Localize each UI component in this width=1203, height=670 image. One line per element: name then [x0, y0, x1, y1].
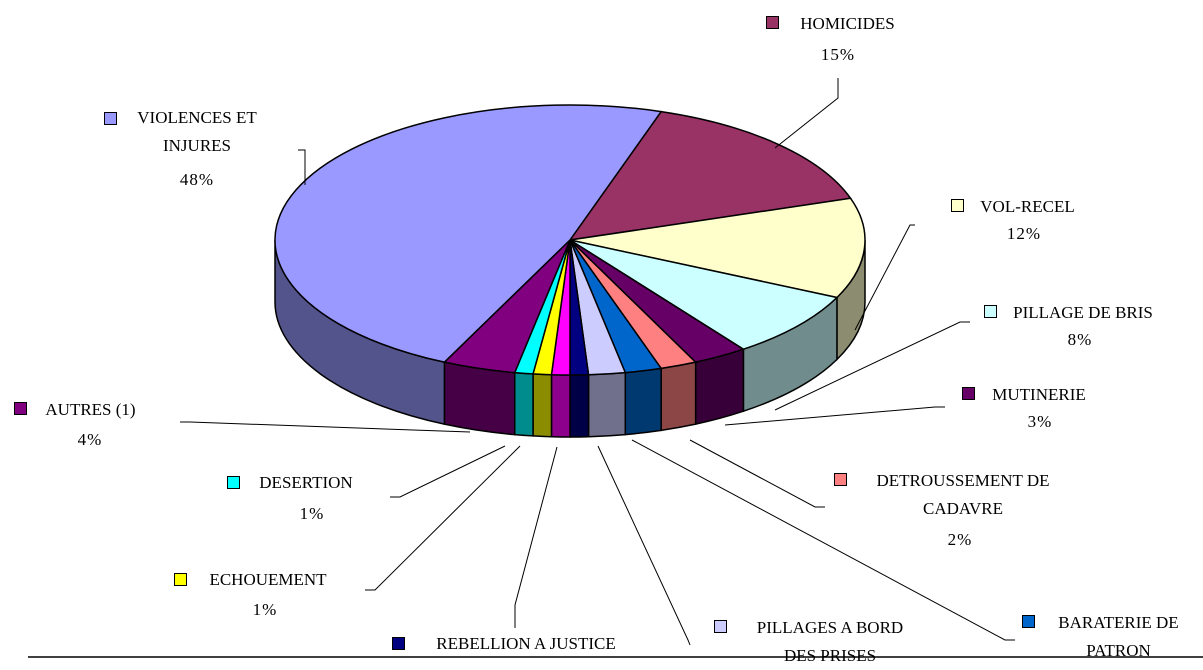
legend-marker — [984, 305, 997, 318]
slice-label: BARATERIE DE PATRON — [1058, 613, 1179, 660]
slice — [569, 239, 839, 351]
value-label: 8% — [1067, 330, 1093, 349]
leader-line — [365, 445, 521, 591]
slice-label: DESERTION — [259, 473, 353, 492]
slice-side — [513, 371, 534, 437]
slice-label: PILLAGES A BORD DES PRISES — [756, 618, 904, 665]
slice-label: AUTRES (1) — [45, 400, 136, 419]
legend-marker — [951, 199, 964, 212]
value-label: 1% — [252, 600, 278, 619]
slice-side — [550, 373, 571, 438]
slice-side — [443, 361, 516, 436]
slice-label: HOMICIDES — [800, 14, 895, 33]
slice-side — [587, 371, 627, 438]
value-label: 15% — [820, 45, 856, 64]
slice-label: PILLAGE DE BRIS — [1013, 303, 1153, 322]
leader-line — [597, 445, 691, 646]
leader-line — [514, 446, 558, 628]
legend-marker — [174, 573, 187, 586]
value-label: 12% — [1006, 224, 1042, 243]
value-label: 2% — [947, 530, 973, 549]
slice-label: VIOLENCES ET INJURES — [137, 108, 257, 155]
slice-side — [660, 361, 697, 432]
leader-line — [689, 439, 825, 508]
leader-line — [774, 78, 839, 149]
slice — [274, 104, 663, 363]
value-label: 4% — [77, 430, 103, 449]
slice-label: VOL-RECEL — [980, 197, 1075, 216]
slice-label: REBELLION A JUSTICE — [436, 634, 616, 653]
legend-marker — [227, 476, 240, 489]
legend-marker — [14, 402, 27, 415]
value-label: 3% — [1027, 412, 1053, 431]
slice-label: MUTINERIE — [992, 385, 1086, 404]
legend-marker — [392, 637, 405, 650]
legend-marker — [766, 16, 779, 29]
legend-marker — [104, 112, 117, 125]
leader-line — [631, 439, 1015, 641]
leader-line — [298, 149, 306, 185]
leader-line — [774, 321, 970, 411]
slice-side — [569, 373, 590, 438]
slice-label: DETROUSSEMENT DE CADAVRE — [876, 471, 1050, 518]
slice-side — [624, 367, 662, 436]
legend-marker — [834, 473, 847, 486]
slice-label: ECHOUEMENT — [209, 570, 327, 589]
value-label: 48% — [179, 170, 215, 189]
slice-side — [532, 373, 553, 438]
legend-marker — [1022, 615, 1035, 628]
leader-line — [854, 224, 915, 331]
slice — [569, 197, 866, 299]
leader-line — [724, 406, 945, 426]
value-label: 1% — [299, 504, 325, 523]
legend-marker — [714, 620, 727, 633]
leader-line — [180, 421, 471, 433]
leader-line — [390, 445, 506, 498]
legend-marker — [962, 387, 975, 400]
